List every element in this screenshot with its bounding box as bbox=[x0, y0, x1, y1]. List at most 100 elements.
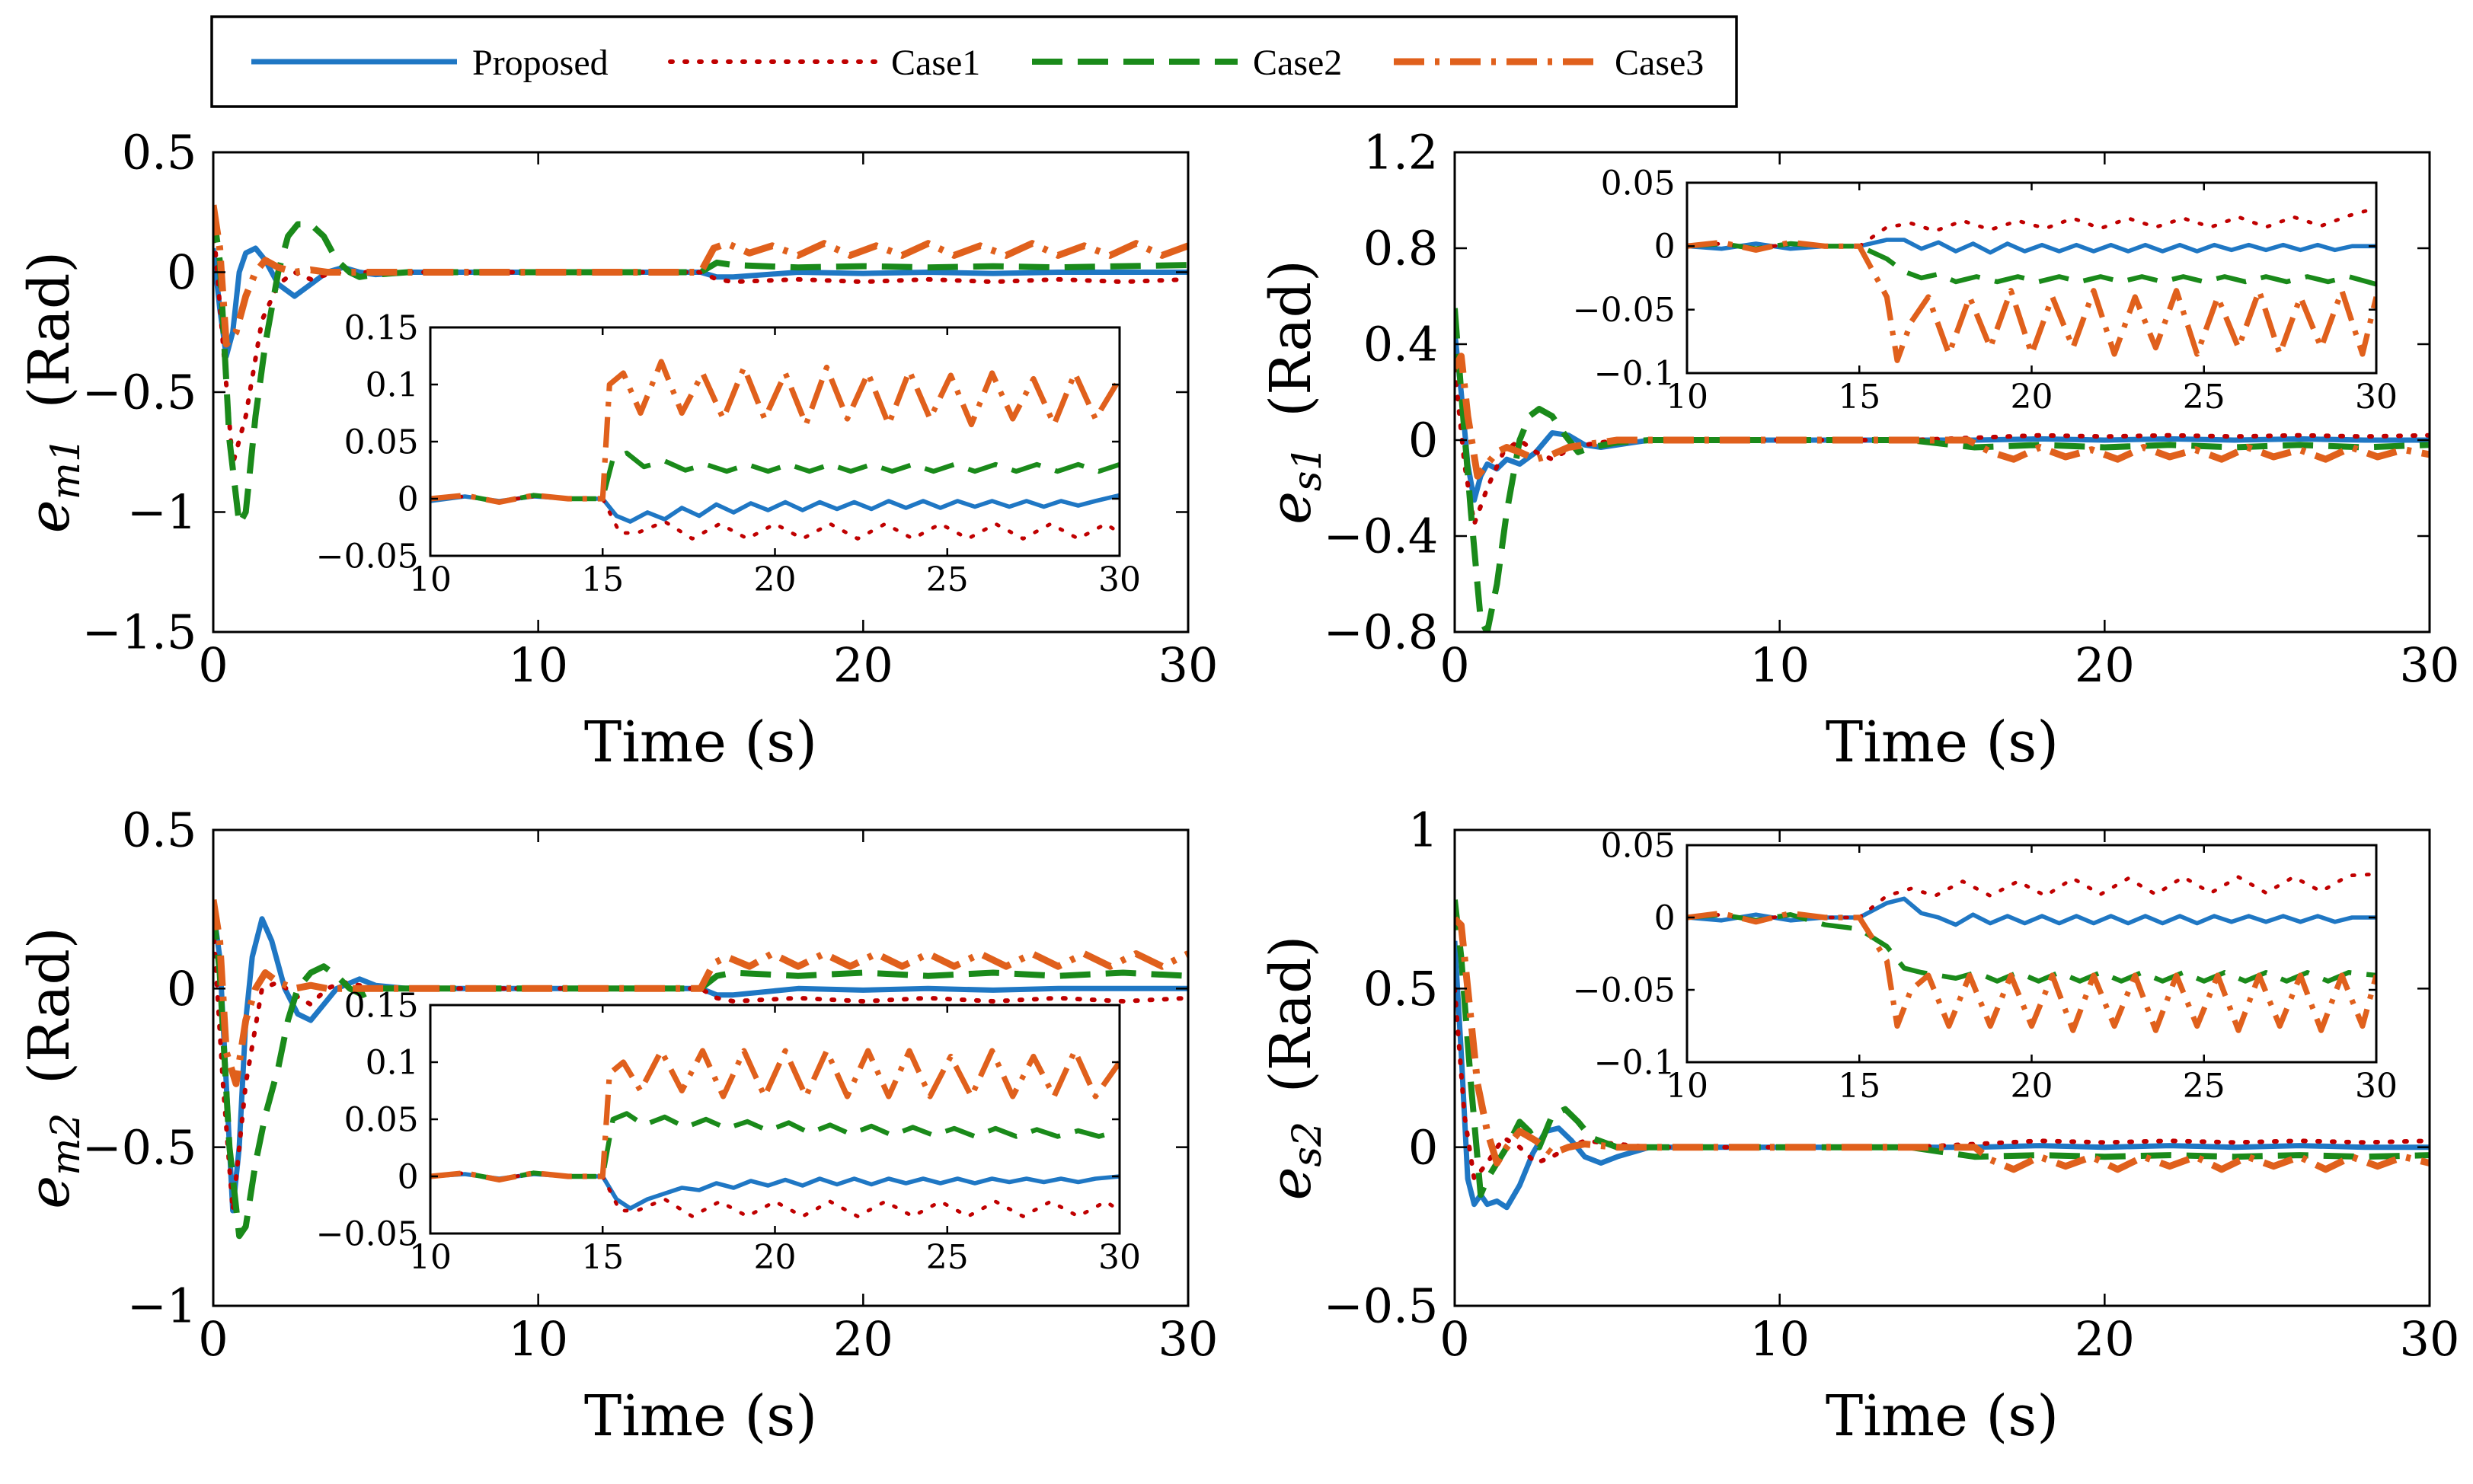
panel-em2-inset-series-group bbox=[430, 1048, 1120, 1218]
legend-box bbox=[210, 15, 1738, 108]
panel-em1-xtick-label: 0 bbox=[198, 637, 228, 693]
panel-es1-ytick-label: 0 bbox=[1408, 413, 1438, 468]
panel-es2-inset-series-group bbox=[1687, 872, 2376, 1033]
panel-es1-inset-series-case2 bbox=[1687, 241, 2376, 287]
panel-es1-frame bbox=[1453, 151, 2431, 633]
panel-em2-ytick-label: −0.5 bbox=[82, 1119, 197, 1175]
panel-em2-inset-xtick-label: 25 bbox=[926, 1238, 969, 1277]
panel-em1-inset-ytick-label: −0.05 bbox=[316, 537, 419, 576]
panel-em2-xtick-label: 20 bbox=[833, 1311, 893, 1367]
panel-es1-ytick-label: 1.2 bbox=[1363, 125, 1439, 180]
panel-em1-inset-series-case2 bbox=[430, 450, 1120, 505]
panel-es1-inset-series-case1 bbox=[1687, 206, 2376, 251]
legend-label-case2: Case2 bbox=[1253, 43, 1342, 83]
panel-es1-ylabel-sub: s1 bbox=[1285, 445, 1331, 491]
panel-em1-ytick-label: 0.5 bbox=[122, 125, 197, 180]
panel-es1-series-case3 bbox=[1455, 353, 2430, 480]
panel-em1-xtick-label: 20 bbox=[833, 637, 893, 693]
panel-es2-inset-xtick-label: 15 bbox=[1838, 1067, 1880, 1106]
panel-em2-inset-xtick-label: 15 bbox=[581, 1238, 624, 1277]
panel-es1-inset-ytick-label: −0.1 bbox=[1594, 354, 1676, 393]
legend-label-proposed: Proposed bbox=[472, 43, 609, 83]
panel-em2-xlabel: Time (s) bbox=[584, 1383, 817, 1449]
panel-em2-inset: 10 15 20 25 30 −0.05 0 0.05 0.1 0.15 bbox=[316, 986, 1141, 1277]
panel-em1-ytick-label: −1 bbox=[127, 484, 196, 540]
panel-es2-inset-ytick-label: −0.1 bbox=[1594, 1043, 1676, 1082]
panel-es1: 0 10 20 30 −0.8 −0.4 0 0.4 0.8 1.2 Time (s) es1 (Ra… bbox=[1258, 125, 2459, 775]
panel-es2-inset-series-proposed bbox=[1687, 896, 2376, 927]
panel-es1-inset-series-case3 bbox=[1687, 239, 2376, 363]
panel-es1-ytick-label: 0.4 bbox=[1363, 317, 1439, 372]
panel-em1-ytick-label: −1.5 bbox=[82, 605, 197, 660]
panel-em1-inset-ytick-label: 0.05 bbox=[344, 423, 419, 461]
panel-es2-inset-xtick-label: 25 bbox=[2183, 1067, 2225, 1106]
panel-em1-inset-ytick-label: 0.15 bbox=[344, 308, 419, 347]
panel-em2-inset-ytick-label: 0.15 bbox=[344, 986, 419, 1025]
panel-em1-xlabel: Time (s) bbox=[584, 710, 817, 775]
panel-em1-series-case2 bbox=[213, 212, 1188, 528]
panel-es1-ytick-label: −0.8 bbox=[1324, 605, 1439, 660]
panel-em1-inset-xtick-label: 15 bbox=[581, 560, 624, 599]
panel-em1-inset-series-group bbox=[430, 359, 1120, 541]
panel-es2-ytick-label: 1 bbox=[1408, 803, 1438, 858]
panel-em2-inset-xtick-label: 30 bbox=[1098, 1238, 1141, 1277]
panel-es2-ylabel-sub: s2 bbox=[1285, 1122, 1331, 1167]
panel-em1-inset-series-proposed bbox=[430, 493, 1120, 524]
panel-es2-series-case3 bbox=[1455, 916, 2430, 1173]
panel-em2-ylabel-unit: (Rad) bbox=[17, 927, 82, 1102]
panel-es2-ylabel-unit: (Rad) bbox=[1258, 936, 1324, 1111]
panel-em2-ytick-label: 0 bbox=[167, 961, 196, 1016]
legend-label-case3: Case3 bbox=[1615, 43, 1704, 83]
panel-es1-xtick-label: 30 bbox=[2400, 637, 2460, 693]
panel-es1-inset-ytick-label: −0.05 bbox=[1573, 291, 1676, 330]
panel-es1-xtick-label: 0 bbox=[1439, 637, 1469, 693]
panel-em1-inset-xtick-label: 25 bbox=[926, 560, 969, 599]
panel-em2-inset-xtick-label: 20 bbox=[754, 1238, 797, 1277]
panel-es2-series-group bbox=[1455, 899, 2430, 1211]
panel-es2-inset-background bbox=[1687, 845, 2376, 1062]
panel-es2-xtick-label: 0 bbox=[1439, 1311, 1469, 1367]
panel-es2-inset-series-case3 bbox=[1687, 910, 2376, 1033]
panel-es2-inset-xtick-label: 20 bbox=[2011, 1067, 2053, 1106]
panel-em2-inset-ytick-label: 0.1 bbox=[366, 1043, 419, 1082]
panel-em1-ylabel: em1 (Rad) bbox=[17, 251, 89, 533]
panel-es2-xlabel: Time (s) bbox=[1826, 1383, 2059, 1449]
panel-em2-inset-series-case3 bbox=[430, 1048, 1120, 1183]
panel-em1-inset-background bbox=[430, 327, 1120, 556]
panel-es2-inset-series-case2 bbox=[1687, 911, 2376, 984]
panel-em1-xtick-label: 10 bbox=[508, 637, 568, 693]
panel-em2-xtick-label: 10 bbox=[508, 1311, 568, 1367]
panel-es2-inset-series-case1 bbox=[1687, 872, 2376, 923]
panel-es1-ylabel-base: e bbox=[1258, 491, 1324, 525]
panel-em1-inset-ytick-label: 0.1 bbox=[366, 365, 419, 404]
panel-em2-ytick-label: −1 bbox=[127, 1278, 196, 1334]
panel-es1-series-group bbox=[1455, 308, 2430, 632]
panel-em1-inset-ytick-label: 0 bbox=[398, 480, 419, 519]
panel-es1-inset: 10 15 20 25 30 −0.1 −0.05 0 0.05 bbox=[1573, 164, 2398, 416]
panel-em2-frame bbox=[212, 828, 1190, 1307]
panel-es2-inset: 10 15 20 25 30 −0.1 −0.05 0 0.05 bbox=[1573, 826, 2398, 1106]
legend: Proposed Case1 Case2 Case3 bbox=[210, 15, 1738, 108]
panel-es1-xlabel: Time (s) bbox=[1826, 710, 2059, 775]
panel-em2-inset-ytick-label: 0 bbox=[398, 1157, 419, 1196]
panel-es2-inset-xtick-label: 30 bbox=[2355, 1067, 2398, 1106]
panel-es2-ytick-label: 0.5 bbox=[1363, 961, 1439, 1016]
panel-em1-ylabel-base: e bbox=[17, 499, 82, 533]
panel-es1-inset-xtick-label: 10 bbox=[1666, 378, 1708, 416]
panel-em1-series-group bbox=[213, 204, 1188, 528]
panel-es2-ytick-label: −0.5 bbox=[1324, 1278, 1439, 1334]
panel-em1-series-case1 bbox=[213, 222, 1188, 467]
panel-em1-inset-xtick-label: 10 bbox=[409, 560, 452, 599]
panel-es1-xtick-label: 20 bbox=[2075, 637, 2135, 693]
panel-es2-inset-ytick-label: 0 bbox=[1654, 898, 1676, 937]
panel-em1-xtick-label: 30 bbox=[1158, 637, 1219, 693]
panel-em1-inset-series-case3 bbox=[430, 359, 1120, 506]
panel-es1-inset-series-group bbox=[1687, 206, 2376, 363]
panel-es2-xtick-label: 10 bbox=[1749, 1311, 1810, 1367]
panel-em2-inset-background bbox=[430, 1005, 1120, 1233]
panel-es1-inset-ytick-label: 0.05 bbox=[1601, 164, 1676, 203]
panel-em2-inset-series-proposed bbox=[430, 1172, 1120, 1211]
panel-em1-series-case3 bbox=[213, 204, 1188, 348]
